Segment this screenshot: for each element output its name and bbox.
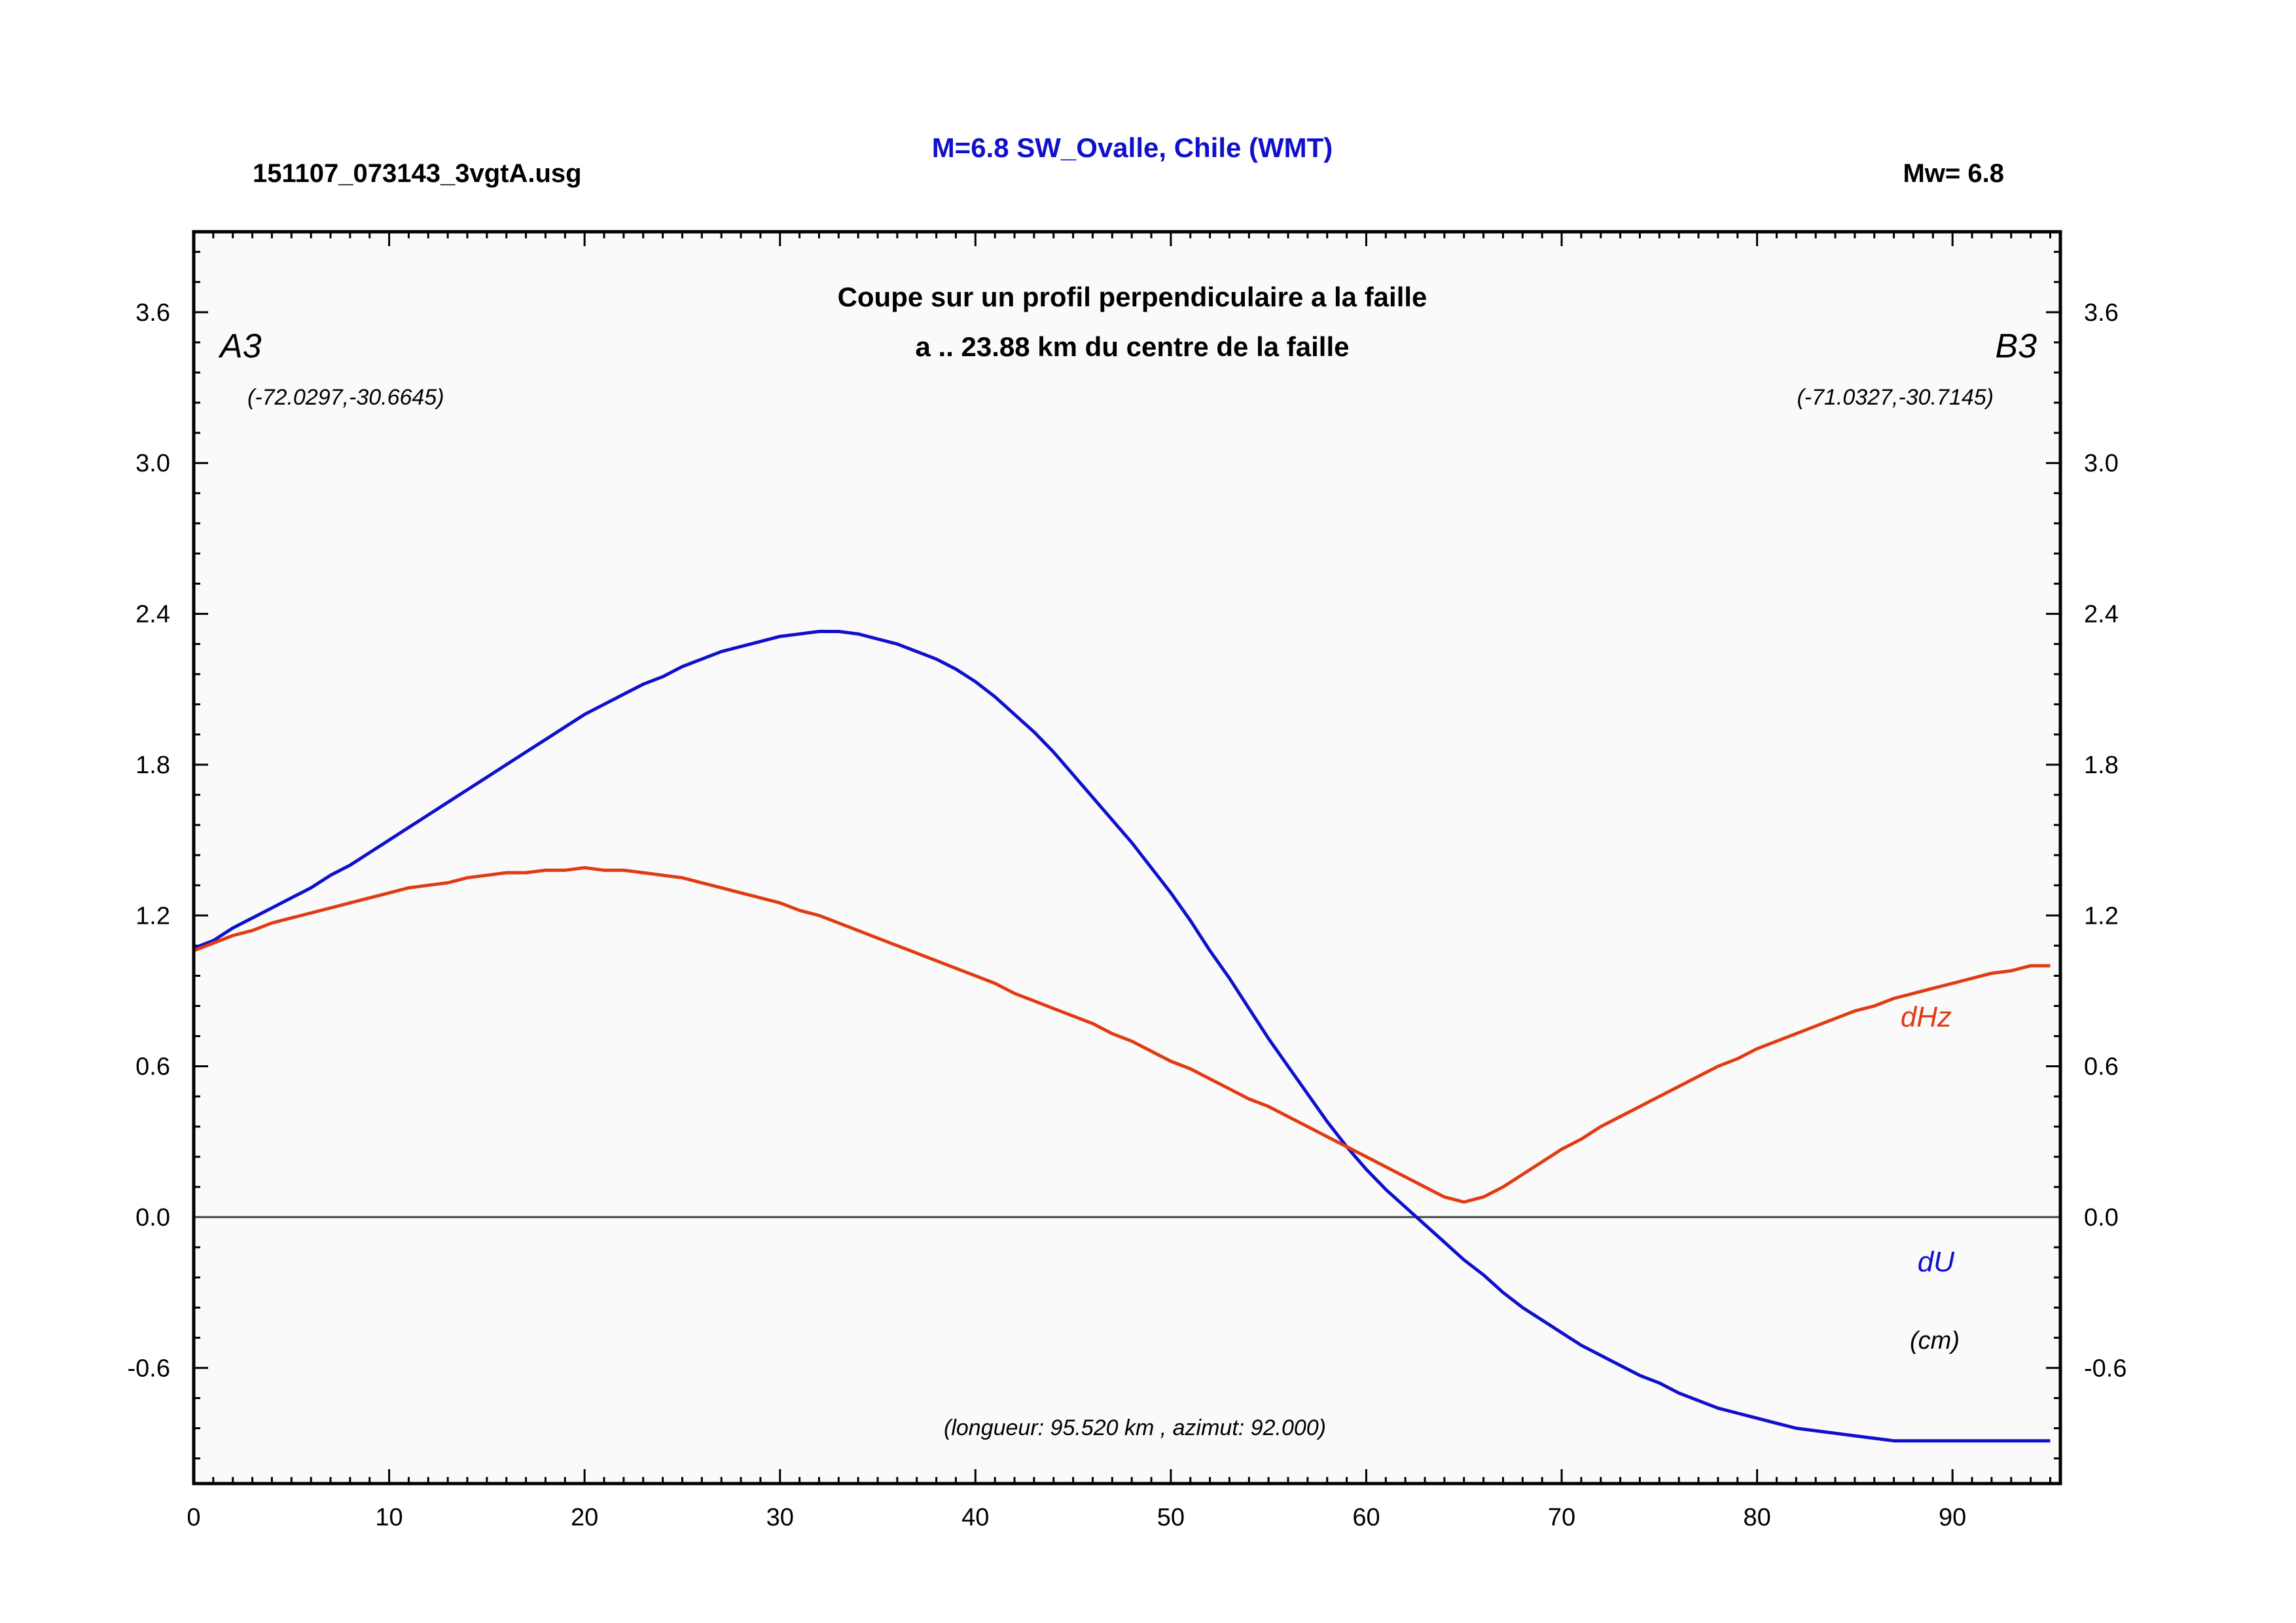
series-label-dhz: dHz [1901,1001,1952,1033]
x-tick-label: 70 [1548,1504,1575,1531]
event-title: M=6.8 SW_Ovalle, Chile (WMT) [932,132,1333,163]
x-tick-label: 80 [1743,1504,1770,1531]
y-tick-label-right: 1.2 [2084,902,2119,930]
y-tick-label-left: 2.4 [135,601,170,629]
point-b-coords: (-71.0327,-30.7145) [1797,385,1994,410]
x-tick-label: 20 [571,1504,598,1531]
y-tick-label-left: 3.6 [135,299,170,327]
profile-length-note: (longueur: 95.520 km , azimut: 92.000) [944,1415,1326,1440]
x-tick-label: 10 [375,1504,403,1531]
y-tick-label-right: -0.6 [2084,1355,2126,1382]
x-tick-label: 60 [1352,1504,1380,1531]
y-tick-labels-left: -0.6 0.0 0.6 1.2 1.8 2.4 3.0 3.6 [128,299,170,1383]
chart-title-line2: a .. 23.88 km du centre de la faille [916,331,1350,362]
magnitude-label: Mw= 6.8 [1903,159,2004,188]
file-label: 151107_073143_3vgtA.usg [253,159,582,188]
y-tick-label-right: 0.0 [2084,1204,2119,1231]
point-a-name: A3 [218,327,262,365]
x-tick-label: 0 [187,1504,200,1531]
y-tick-label-left: 1.2 [135,902,170,930]
y-tick-label-right: 3.0 [2084,450,2119,477]
chart-title-line1: Coupe sur un profil perpendiculaire a la… [838,282,1427,312]
y-tick-label-right: 2.4 [2084,601,2119,629]
series-line-dhz [193,866,2051,1204]
x-tick-label: 50 [1157,1504,1185,1531]
plot-background [194,232,2060,1484]
point-a-coords: (-72.0297,-30.6645) [247,385,444,410]
x-tick-labels: 0 10 20 30 40 50 60 70 80 90 [187,1504,1966,1531]
y-tick-label-left: 0.6 [135,1053,170,1081]
series-line-du [193,630,2051,1443]
series-label-du: dU [1918,1246,1954,1278]
y-tick-label-left: 1.8 [135,752,170,779]
y-tick-label-right: 0.6 [2084,1053,2119,1081]
y-tick-label-left: 0.0 [135,1204,170,1231]
series-layer [193,630,2051,1443]
x-tick-label: 90 [1939,1504,1966,1531]
unit-label: (cm) [1910,1327,1960,1355]
y-tick-label-left: -0.6 [128,1355,170,1382]
x-tick-label: 40 [961,1504,989,1531]
y-tick-label-right: 1.8 [2084,752,2119,779]
point-b-name: B3 [1995,327,2037,365]
y-tick-label-right: 3.6 [2084,299,2119,327]
x-tick-label: 30 [766,1504,794,1531]
y-tick-labels-right: -0.6 0.0 0.6 1.2 1.8 2.4 3.0 3.6 [2084,299,2126,1383]
plot-frame [192,230,2062,1486]
y-tick-label-left: 3.0 [135,450,170,477]
